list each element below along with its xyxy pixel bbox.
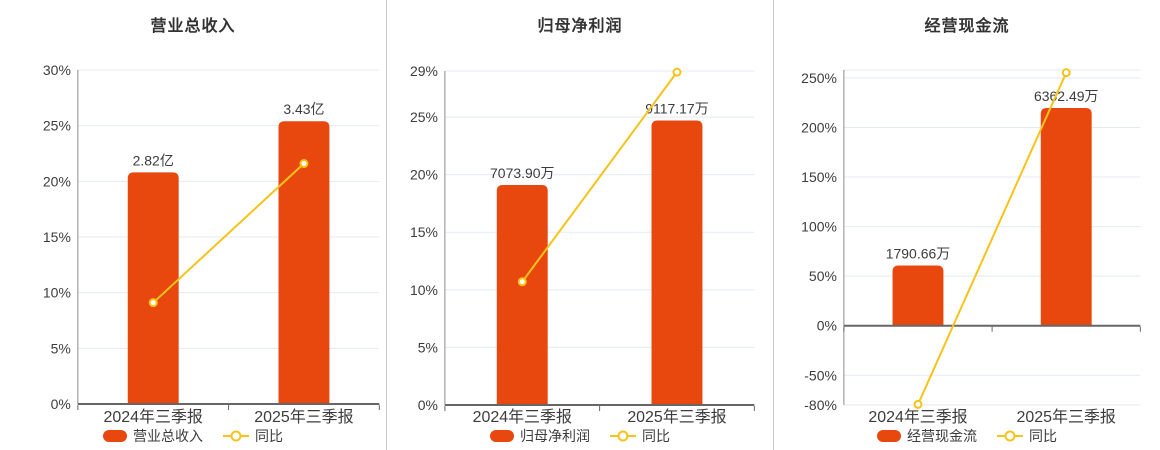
y-axis-tick-label: 0% bbox=[51, 396, 71, 412]
yoy-line bbox=[917, 72, 1068, 405]
y-axis-tick-label: 100% bbox=[801, 219, 837, 235]
x-axis-label: 2024年三季报 bbox=[104, 408, 203, 426]
bar-legend-swatch[interactable] bbox=[490, 430, 514, 442]
y-axis-tick-label: 0% bbox=[817, 318, 837, 334]
y-axis-tick-label: 150% bbox=[801, 169, 837, 185]
y-axis-tick-label: 29% bbox=[410, 63, 438, 79]
y-axis-tick-label: 25% bbox=[43, 118, 71, 134]
bar-value-label: 9117.17万 bbox=[645, 101, 708, 117]
net-profit-plot: 0% 5% 10% 15% 20% 25% 29% 7073.90万 2024年三季报 9117.… bbox=[410, 63, 755, 426]
chart-legend: 归母净利润 同比 bbox=[387, 426, 773, 446]
y-axis-tick-label: 200% bbox=[801, 119, 837, 135]
yoy-data-point[interactable] bbox=[1061, 68, 1071, 78]
y-axis-tick-label: 10% bbox=[410, 282, 438, 298]
y-axis-tick-label: 50% bbox=[809, 268, 837, 284]
line-legend-marker[interactable] bbox=[610, 430, 636, 442]
x-axis-label: 2025年三季报 bbox=[627, 408, 726, 426]
y-axis-tick-label: -80% bbox=[804, 397, 837, 413]
yoy-data-point[interactable] bbox=[913, 399, 923, 409]
bar-value-label: 3.43亿 bbox=[283, 101, 324, 117]
bar[interactable] bbox=[892, 265, 944, 326]
yoy-data-point[interactable] bbox=[672, 67, 682, 77]
y-axis-tick-label: 20% bbox=[410, 167, 438, 183]
y-axis-tick-label: 15% bbox=[43, 229, 71, 245]
y-axis-tick-label: 250% bbox=[801, 70, 837, 86]
bar[interactable] bbox=[496, 185, 548, 405]
total-revenue-plot: 0% 5% 10% 15% 20% 25% 30% 2.82亿 2024年三季报 3.43亿 202… bbox=[43, 62, 380, 426]
chart-legend: 经营现金流 同比 bbox=[774, 426, 1160, 446]
yoy-line bbox=[152, 162, 305, 304]
y-axis-tick-label: 10% bbox=[43, 285, 71, 301]
bar-value-label: 7073.90万 bbox=[490, 165, 554, 181]
bar-legend-label[interactable]: 经营现金流 bbox=[907, 428, 977, 444]
chart-legend: 营业总收入 同比 bbox=[0, 426, 386, 446]
y-axis-tick-label: 20% bbox=[43, 173, 71, 189]
y-axis-tick-label: 15% bbox=[410, 224, 438, 240]
chart-panel-net-profit: 归母净利润 0% 5% 10% 15% 20% 25% 29% 7073.90万 2024年三季… bbox=[387, 0, 774, 450]
y-axis-tick-label: 30% bbox=[43, 62, 71, 78]
line-legend-label[interactable]: 同比 bbox=[255, 428, 283, 444]
line-legend-label[interactable]: 同比 bbox=[1029, 428, 1057, 444]
chart-title-operating-cash-flow: 经营现金流 bbox=[924, 18, 1010, 35]
x-axis-label: 2025年三季报 bbox=[254, 408, 353, 426]
yoy-data-point[interactable] bbox=[148, 298, 158, 308]
bar-value-label: 2.82亿 bbox=[133, 152, 174, 168]
y-axis-tick-label: 25% bbox=[410, 109, 438, 125]
bar-legend-label[interactable]: 营业总收入 bbox=[133, 428, 203, 444]
bar-value-label: 1790.66万 bbox=[886, 246, 950, 262]
line-legend-label[interactable]: 同比 bbox=[642, 428, 670, 444]
bar-legend-swatch[interactable] bbox=[103, 430, 127, 442]
bar[interactable] bbox=[1040, 108, 1092, 326]
y-axis-tick-label: 0% bbox=[418, 397, 438, 413]
line-legend-marker[interactable] bbox=[223, 430, 249, 442]
bar-value-label: 6362.49万 bbox=[1034, 88, 1098, 104]
x-axis-label: 2025年三季报 bbox=[1017, 408, 1116, 426]
chart-title-total-revenue: 营业总收入 bbox=[150, 18, 236, 35]
bar[interactable] bbox=[278, 121, 330, 405]
line-legend-marker[interactable] bbox=[997, 430, 1023, 442]
yoy-line bbox=[521, 71, 678, 283]
chart-panel-total-revenue: 营业总收入 0% 5% 10% 15% 20% 25% 30% 2.82亿 2024年三季报 3.… bbox=[0, 0, 387, 450]
bar-legend-label[interactable]: 归母净利润 bbox=[520, 428, 590, 444]
x-axis-label: 2024年三季报 bbox=[868, 408, 967, 426]
y-axis-tick-label: 5% bbox=[418, 339, 438, 355]
bar[interactable] bbox=[651, 120, 703, 405]
y-axis-tick-label: -50% bbox=[804, 367, 837, 383]
chart-panel-operating-cash-flow: 经营现金流 -80% -50% 0% 50% 100% 150% 200% 250% 1790.… bbox=[774, 0, 1160, 450]
operating-cash-flow-plot: -80% -50% 0% 50% 100% 150% 200% 250% 1790.66万 202… bbox=[801, 68, 1141, 426]
yoy-data-point[interactable] bbox=[299, 159, 309, 169]
chart-title-net-profit: 归母净利润 bbox=[537, 18, 623, 35]
bar-legend-swatch[interactable] bbox=[877, 430, 901, 442]
y-axis-tick-label: 5% bbox=[51, 340, 71, 356]
bar[interactable] bbox=[127, 172, 179, 404]
x-axis-label: 2024年三季报 bbox=[473, 408, 572, 426]
yoy-data-point[interactable] bbox=[517, 277, 527, 287]
